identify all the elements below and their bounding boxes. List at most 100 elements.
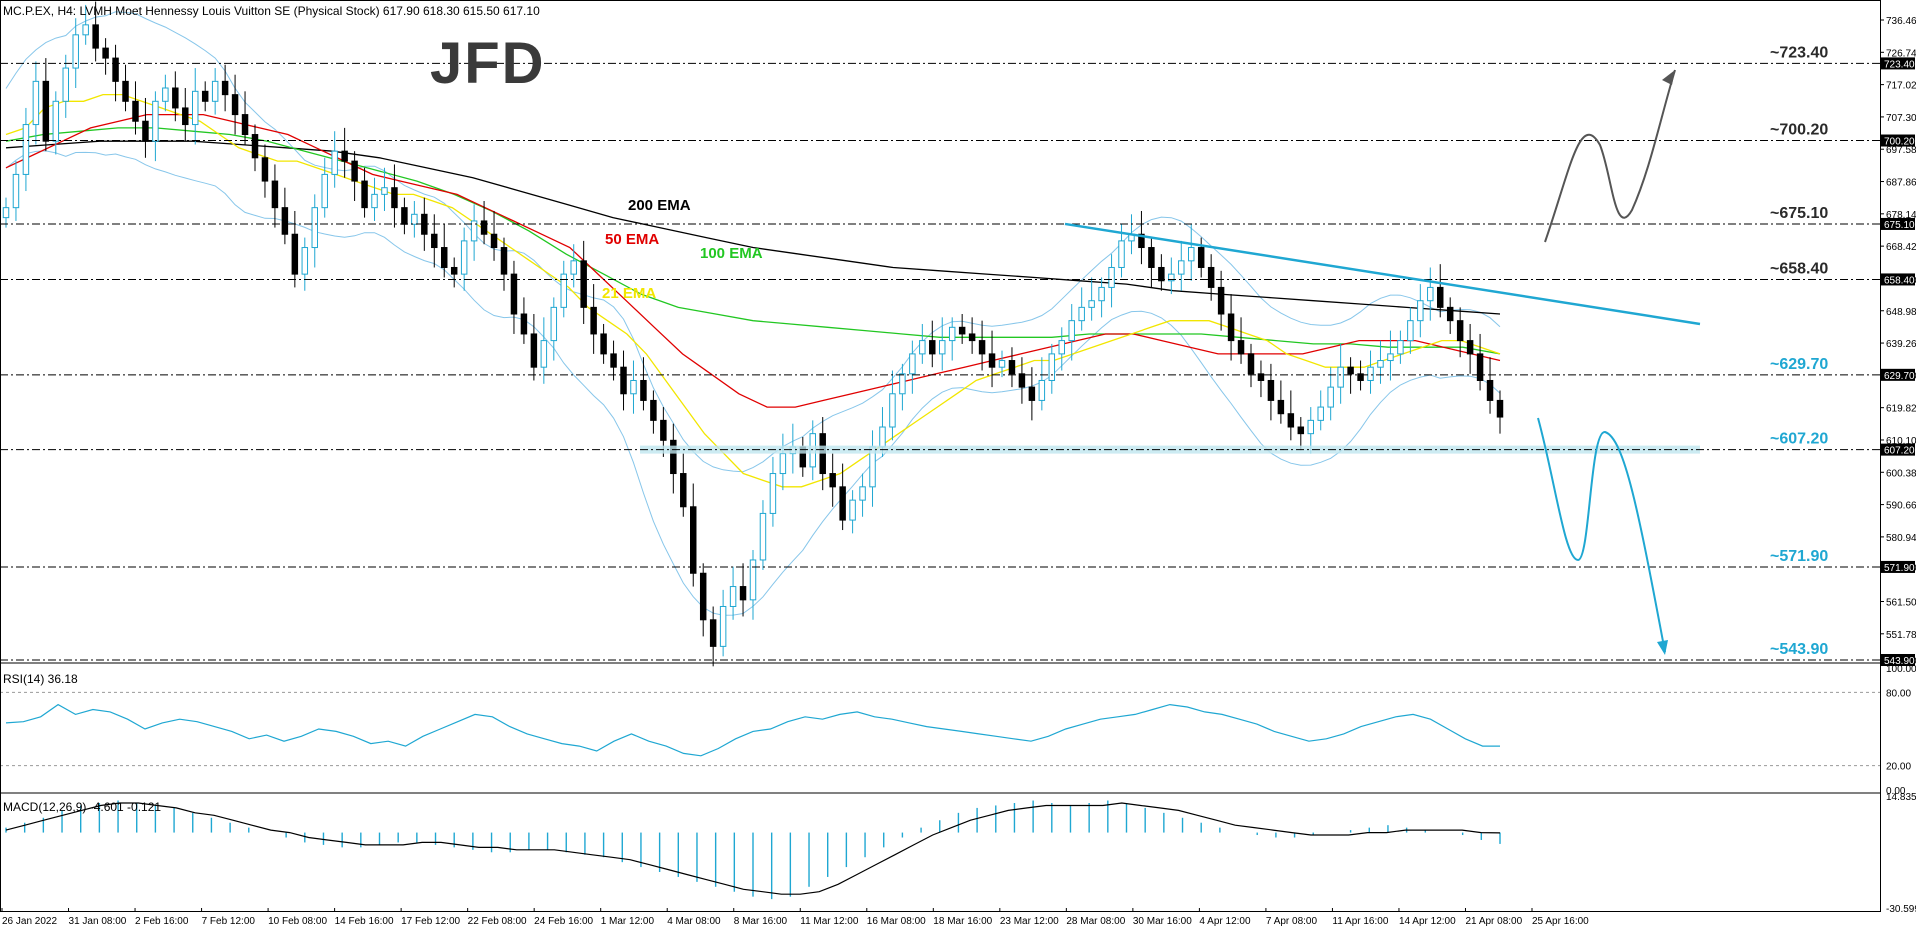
candle-body xyxy=(1138,233,1145,249)
candle-body xyxy=(291,233,299,275)
candle-body xyxy=(1466,340,1474,355)
macd-tick-label: -30.599 xyxy=(1886,904,1916,915)
rsi-tick-label: 0.00 xyxy=(1886,786,1906,797)
candle-body xyxy=(351,160,358,182)
candle-body xyxy=(590,306,597,335)
macd-tick-label: 14.835 xyxy=(1886,792,1916,803)
price-tick-label: 668.42 xyxy=(1886,242,1916,253)
candle-body xyxy=(470,220,478,242)
chart-header: MC.P.EX, H4: LVMH Moet Hennessy Louis Vu… xyxy=(3,4,540,18)
candle-body xyxy=(729,586,737,607)
price-tick-label: 726.74 xyxy=(1886,48,1916,59)
time-tick-label: 23 Mar 12:00 xyxy=(1000,916,1059,927)
candle-body xyxy=(1048,353,1056,381)
candle-body xyxy=(1397,340,1404,355)
time-tick-label: 10 Feb 08:00 xyxy=(268,916,327,927)
macd-header: MACD(12,26,9) -4.601 -0.121 xyxy=(3,800,162,814)
candle-body xyxy=(1217,286,1225,315)
time-tick-label: 31 Jan 08:00 xyxy=(69,916,127,927)
candle-body xyxy=(1118,240,1125,268)
candle-body xyxy=(958,326,966,335)
candle-body xyxy=(1207,266,1215,288)
price-tick-label: 707.30 xyxy=(1886,113,1916,124)
candle-body xyxy=(1018,373,1026,388)
candle-body xyxy=(1237,340,1245,355)
candle-body xyxy=(690,506,697,574)
candle-body xyxy=(1277,399,1285,415)
candle-body xyxy=(1008,360,1016,375)
level-label: ~543.90 xyxy=(1770,641,1828,658)
time-tick-label: 22 Feb 08:00 xyxy=(468,916,527,927)
candle-body xyxy=(52,100,60,142)
price-tick-label: 697.58 xyxy=(1886,145,1916,156)
candle-body xyxy=(152,100,159,142)
price-tick-label: 600.38 xyxy=(1886,468,1916,479)
candle-body xyxy=(560,273,567,308)
candle-body xyxy=(331,150,338,175)
candle-body xyxy=(769,473,777,514)
candle-body xyxy=(610,353,617,368)
candle-body xyxy=(1367,366,1374,381)
time-tick-label: 16 Mar 08:00 xyxy=(867,916,926,927)
candle-body xyxy=(201,90,209,102)
plot-frame xyxy=(0,0,1881,912)
jfd-logo: JFD xyxy=(430,31,546,96)
ema-label: 100 EMA xyxy=(700,245,763,262)
candle-body xyxy=(680,473,687,508)
rsi-tick-label: 100.00 xyxy=(1886,664,1916,675)
time-tick-label: 14 Feb 16:00 xyxy=(335,916,394,927)
candle-body xyxy=(231,94,239,116)
candle-body xyxy=(879,426,886,448)
candle-body xyxy=(1227,313,1235,342)
candle-body xyxy=(62,67,69,102)
bollinger-lower xyxy=(5,150,1501,616)
price-tick-label: 678.14 xyxy=(1886,210,1916,221)
time-tick-label: 8 Mar 16:00 xyxy=(734,916,788,927)
candle-body xyxy=(1257,373,1265,381)
candle-body xyxy=(988,353,996,368)
price-tick-label: 717.02 xyxy=(1886,81,1916,92)
candle-body xyxy=(540,340,548,368)
time-tick-label: 11 Mar 12:00 xyxy=(800,916,859,927)
candle-body xyxy=(1417,300,1424,322)
candle-body xyxy=(1267,379,1275,401)
candle-body xyxy=(1456,320,1464,342)
candle-body xyxy=(341,150,348,162)
candle-body xyxy=(948,326,956,342)
candle-body xyxy=(1357,373,1364,381)
bullish-arrowhead xyxy=(1662,70,1675,85)
time-tick-label: 26 Jan 2022 xyxy=(2,916,57,927)
level-label: ~700.20 xyxy=(1770,122,1828,139)
candle-body xyxy=(978,340,986,355)
time-tick-label: 4 Mar 08:00 xyxy=(667,916,721,927)
level-label: ~723.40 xyxy=(1770,44,1828,61)
candle-body xyxy=(570,260,577,275)
time-tick-label: 18 Mar 16:00 xyxy=(933,916,992,927)
candle-body xyxy=(1317,406,1324,421)
candle-body xyxy=(112,57,119,82)
candle-body xyxy=(550,306,558,342)
time-tick-label: 17 Feb 12:00 xyxy=(401,916,460,927)
time-tick-label: 1 Mar 12:00 xyxy=(601,916,655,927)
candle-body xyxy=(650,399,657,421)
candle-body xyxy=(500,247,508,275)
descending-trendline xyxy=(1064,222,1701,326)
candle-body xyxy=(132,100,139,122)
candle-body xyxy=(1327,386,1334,408)
candle-body xyxy=(102,47,109,59)
candle-body xyxy=(929,340,936,355)
candle-body xyxy=(1297,426,1305,435)
level-badge xyxy=(1881,443,1915,456)
candle-body xyxy=(600,333,607,355)
time-tick-label: 14 Apr 12:00 xyxy=(1399,916,1456,927)
level-badge xyxy=(1881,57,1915,70)
candle-body xyxy=(630,379,637,395)
price-tick-label: 639.26 xyxy=(1886,339,1916,350)
time-tick-label: 21 Apr 08:00 xyxy=(1465,916,1522,927)
level-label: ~607.20 xyxy=(1770,431,1828,448)
candle-body xyxy=(1347,366,1354,375)
candle-body xyxy=(1287,413,1295,428)
candle-body xyxy=(1068,320,1075,342)
candle-body xyxy=(1078,306,1085,322)
candle-body xyxy=(1058,340,1065,355)
